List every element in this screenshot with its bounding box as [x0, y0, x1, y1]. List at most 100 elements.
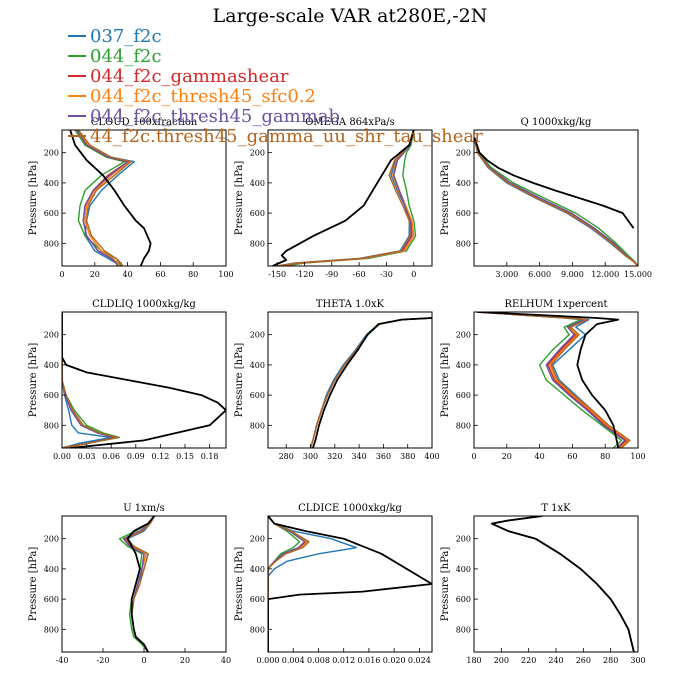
y-tick-label: 400 [250, 179, 265, 188]
series-line [491, 516, 635, 652]
y-tick-label: 200 [44, 149, 59, 158]
y-axis-label: Pressure [hPa] [234, 161, 245, 236]
series-line [309, 317, 432, 448]
y-tick-label: 200 [250, 331, 265, 340]
y-tick-label: 800 [44, 421, 59, 430]
panel-title: U 1xm/s [123, 503, 165, 514]
x-tick-label: 15.000 [624, 270, 652, 279]
x-tick-label: -20 [97, 656, 110, 665]
x-tick-label: 0 [471, 452, 476, 461]
y-tick-label: 200 [44, 331, 59, 340]
series-line [309, 317, 432, 448]
x-tick-label: 0.020 [383, 656, 406, 665]
x-tick-label: 0.18 [201, 452, 219, 461]
y-tick-label: 600 [44, 209, 59, 218]
y-tick-label: 400 [250, 565, 265, 574]
x-tick-label: 40 [221, 656, 231, 665]
x-tick-label: 9.000 [561, 270, 584, 279]
panel-title: Q 1000xkg/kg [521, 117, 592, 128]
x-tick-label: 6.000 [528, 270, 551, 279]
y-tick-label: 400 [44, 565, 59, 574]
y-tick-label: 600 [456, 391, 471, 400]
x-tick-label: 400 [424, 452, 439, 461]
y-axis-label: Pressure [hPa] [440, 547, 451, 622]
legend-item: 044_f2c_thresh45_sfc0.2 [90, 86, 316, 107]
series-line [77, 130, 135, 266]
plot-area [268, 516, 432, 652]
x-tick-label: 0.09 [127, 452, 145, 461]
panel-frame [473, 515, 639, 653]
x-tick-label: 0.03 [78, 452, 96, 461]
y-tick-label: 600 [250, 391, 265, 400]
series-line [477, 312, 631, 448]
y-tick-label: 200 [250, 535, 265, 544]
panel-frame [473, 129, 639, 267]
y-tick-label: 800 [44, 625, 59, 634]
panel-0: CLOUD 100xfraction 0 20 40 60 80 100 200 400 600 8… [28, 117, 234, 279]
x-tick-label: -40 [56, 656, 69, 665]
reference-line [490, 516, 635, 652]
y-tick-label: 600 [456, 209, 471, 218]
panel-7: CLDICE 1000xkg/kg0.000 0.004 0.008 0.012 0.0… [234, 503, 433, 665]
y-tick-label: 800 [456, 239, 471, 248]
panel-2: Q 1000xkg/kg 3.000 6.000 9.000 12.000 15.000 2… [440, 117, 652, 279]
y-tick-label: 800 [44, 239, 59, 248]
x-tick-label: 0.008 [307, 656, 330, 665]
series-line [491, 516, 635, 652]
series-line [268, 516, 301, 652]
series-line [286, 130, 417, 266]
series-line [474, 137, 638, 266]
x-tick-label: 220 [521, 656, 536, 665]
panel-4: THETA 1.0xK 280 300 320 340 360 380 400 200 400 60… [234, 299, 440, 461]
x-tick-label: 80 [188, 270, 198, 279]
y-tick-label: 600 [250, 595, 265, 604]
y-tick-label: 600 [44, 391, 59, 400]
x-tick-label: 340 [351, 452, 366, 461]
legend-item: 044_f2c_thresh45_gammab [90, 106, 340, 127]
series-line [62, 312, 119, 448]
x-tick-label: -120 [295, 270, 313, 279]
panel-6: U 1xm/s -40 -20 0 20 40 200 400 600 800 Pressure [… [28, 503, 231, 665]
x-tick-label: 300 [303, 452, 318, 461]
series-line [491, 516, 635, 652]
panel-frame [61, 515, 227, 653]
y-tick-label: 200 [44, 535, 59, 544]
panel-frame [61, 129, 227, 267]
x-tick-label: 0 [411, 270, 416, 279]
series-line [122, 516, 155, 652]
panel-frame [473, 311, 639, 449]
reference-line [272, 130, 415, 266]
series-line [77, 130, 130, 266]
y-axis-label: Pressure [hPa] [234, 343, 245, 418]
y-axis-label: Pressure [hPa] [28, 343, 39, 418]
x-tick-label: 80 [600, 452, 610, 461]
x-tick-label: 60 [567, 452, 577, 461]
x-tick-label: 260 [576, 656, 591, 665]
y-tick-label: 400 [456, 361, 471, 370]
x-tick-label: 180 [466, 656, 481, 665]
y-tick-label: 800 [456, 421, 471, 430]
y-tick-label: 600 [44, 595, 59, 604]
panel-title: THETA 1.0xK [316, 299, 385, 310]
x-tick-label: 100 [630, 452, 645, 461]
x-tick-label: 300 [630, 656, 645, 665]
series-line [278, 130, 415, 266]
plot-area [69, 130, 152, 266]
panel-5: RELHUM 1xpercent 0 20 40 60 80 100 200 400 600 800… [440, 299, 646, 461]
plot-area [118, 516, 155, 652]
x-tick-label: 0.012 [332, 656, 355, 665]
plot-area [272, 130, 417, 266]
x-tick-label: 0.016 [357, 656, 380, 665]
x-tick-label: 20 [180, 656, 190, 665]
y-tick-label: 400 [44, 361, 59, 370]
panel-title: OMEGA 864xPa/s [305, 117, 395, 128]
x-tick-label: 60 [155, 270, 165, 279]
series-line [474, 137, 638, 266]
x-tick-label: 240 [548, 656, 563, 665]
panel-1: OMEGA 864xPa/s -150 -120 -90 -60 -30 0 200 400 60… [234, 117, 433, 279]
panel-frame [267, 129, 433, 267]
y-tick-label: 400 [44, 179, 59, 188]
x-tick-label: 0.06 [102, 452, 120, 461]
figure-title: Large-scale VAR at280E,-2N [213, 5, 488, 27]
